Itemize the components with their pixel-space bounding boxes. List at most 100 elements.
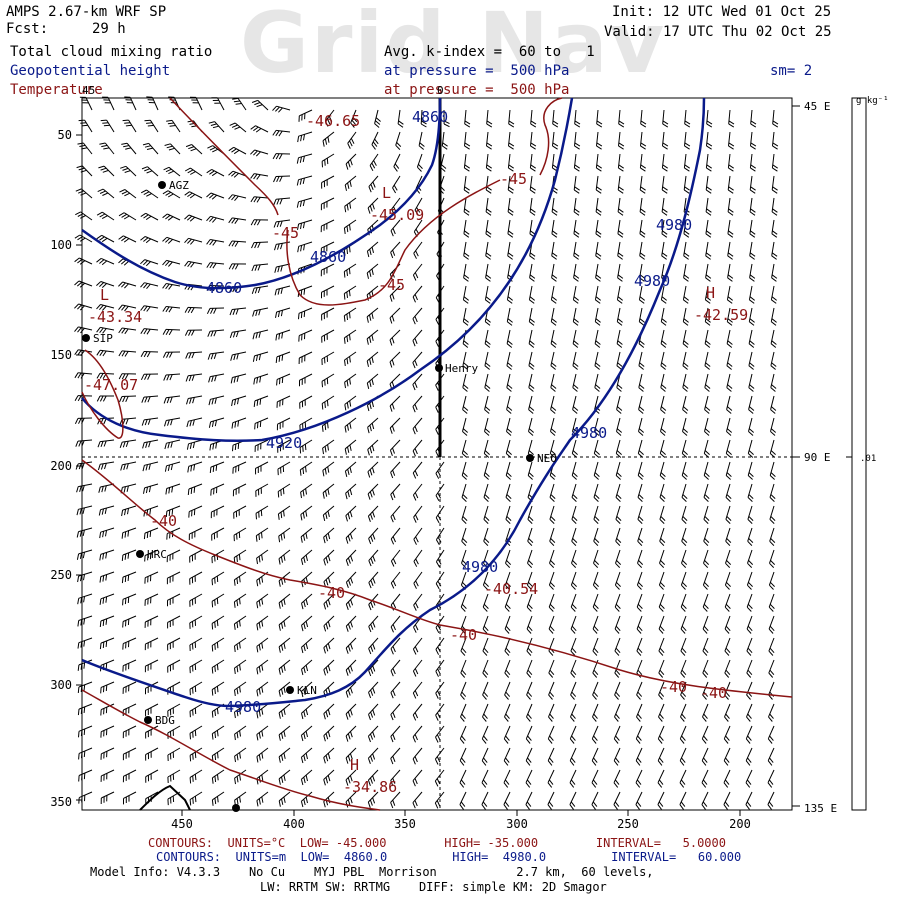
wind-barb-feather xyxy=(725,647,731,654)
wind-barb-feather xyxy=(255,332,258,339)
wind-barb-feather xyxy=(725,669,731,676)
wind-barb xyxy=(659,549,665,564)
wind-barb xyxy=(145,703,159,711)
wind-barb-feather xyxy=(638,343,645,348)
wind-barb xyxy=(366,263,379,274)
wind-barb xyxy=(724,703,731,718)
wind-barb-feather xyxy=(214,621,216,628)
wind-barb-feather xyxy=(484,321,491,326)
wind-barb-feather xyxy=(228,240,233,247)
wind-barb-feather xyxy=(82,552,85,559)
height-label: 4980 xyxy=(634,272,670,290)
wind-barb-feather xyxy=(705,340,711,345)
wind-barb-feather xyxy=(102,395,107,402)
wind-barb xyxy=(747,505,753,520)
wind-barb-feather xyxy=(571,475,577,480)
wind-barb-feather xyxy=(99,598,102,605)
wind-barb-feather xyxy=(659,779,664,785)
wind-barb xyxy=(167,769,181,778)
wind-barb xyxy=(278,571,291,582)
wind-barb-feather xyxy=(508,167,514,172)
wind-barb-feather xyxy=(771,274,778,279)
wind-barb-feather xyxy=(211,398,214,405)
wind-barb-feather xyxy=(412,274,417,281)
field-temp-label: Temperature xyxy=(10,82,103,98)
wind-barb-feather xyxy=(463,252,470,257)
extremum-value: -40.54 xyxy=(484,580,538,598)
wind-barb xyxy=(550,285,555,300)
wind-barb-feather xyxy=(594,343,601,348)
wind-barb-feather xyxy=(571,757,576,763)
wind-barb-feather xyxy=(325,535,328,542)
wind-barb-feather xyxy=(570,694,575,700)
wind-barb-feather xyxy=(527,757,532,763)
wind-barb-feather xyxy=(414,294,418,301)
wind-barb xyxy=(298,197,313,203)
wind-barb xyxy=(78,681,93,688)
wind-barb-feather xyxy=(253,196,258,203)
temp-label: -45 xyxy=(378,276,405,294)
wind-barb-feather xyxy=(239,796,241,803)
wind-barb-feather xyxy=(366,360,369,367)
wind-barb-feather xyxy=(637,647,643,654)
wind-barb-feather xyxy=(640,167,646,172)
wind-barb-feather xyxy=(347,446,350,453)
wind-barb-feather xyxy=(118,350,123,357)
wind-barb-feather xyxy=(570,650,576,656)
wind-barb-feather xyxy=(462,494,468,499)
wind-barb-feather xyxy=(162,351,167,358)
forecast-hours: 29 h xyxy=(92,21,126,37)
wind-barb-feather xyxy=(99,213,106,218)
wind-barb-feather xyxy=(231,400,234,407)
wind-barb-feather xyxy=(258,309,261,316)
wind-barb xyxy=(526,615,533,630)
wind-barb-feather xyxy=(305,774,308,782)
wind-barb xyxy=(547,747,555,761)
wind-barb-feather xyxy=(485,255,491,260)
wind-barb-feather xyxy=(372,181,376,188)
wind-barb xyxy=(211,615,225,624)
wind-barb xyxy=(276,263,291,268)
wind-barb-feather xyxy=(367,427,370,434)
wind-barb xyxy=(210,329,225,332)
wind-barb-feather xyxy=(549,540,555,546)
wind-barb-feather xyxy=(235,331,239,338)
wind-barb xyxy=(216,97,225,111)
wind-barb-feather xyxy=(549,584,554,590)
wind-barb xyxy=(102,188,115,199)
model-title: AMPS 2.67-km WRF SP xyxy=(6,4,167,20)
wind-barb-feather xyxy=(165,329,170,335)
wind-barb-feather xyxy=(105,618,108,625)
wind-barb-feather xyxy=(303,733,306,740)
wind-barb-feather xyxy=(366,316,369,323)
wind-barb xyxy=(389,329,401,341)
wind-barb-feather xyxy=(206,215,211,222)
wind-barb-feather xyxy=(322,140,325,147)
wind-barb-feather xyxy=(725,735,730,741)
wind-barb-feather xyxy=(659,691,665,697)
wind-barb-feather xyxy=(747,475,753,480)
wind-barb-feather xyxy=(258,331,261,338)
wind-barb-feather xyxy=(74,257,80,263)
wind-barb-feather xyxy=(162,329,167,335)
wind-barb-feather xyxy=(530,167,536,172)
wind-barb-feather xyxy=(305,665,309,672)
wind-barb-feather xyxy=(482,694,487,700)
wind-barb-feather xyxy=(662,164,668,169)
wind-barb-feather xyxy=(464,230,470,235)
wind-barb-feather xyxy=(659,625,665,632)
wind-barb-feather xyxy=(124,351,129,357)
wind-barb-feather xyxy=(189,777,192,784)
wind-barb-feather xyxy=(255,535,258,542)
wind-barb-feather xyxy=(299,469,302,476)
wind-barb-feather xyxy=(217,796,219,803)
wind-barb-feather xyxy=(390,230,394,237)
wind-barb xyxy=(321,285,335,293)
wind-barb xyxy=(702,659,709,674)
wind-barb xyxy=(571,527,577,542)
wind-barb-feather xyxy=(343,271,346,278)
wind-barb xyxy=(390,505,401,518)
wind-barb xyxy=(635,769,643,783)
wind-barb-feather xyxy=(105,574,108,581)
wind-barb-feather xyxy=(143,260,148,266)
